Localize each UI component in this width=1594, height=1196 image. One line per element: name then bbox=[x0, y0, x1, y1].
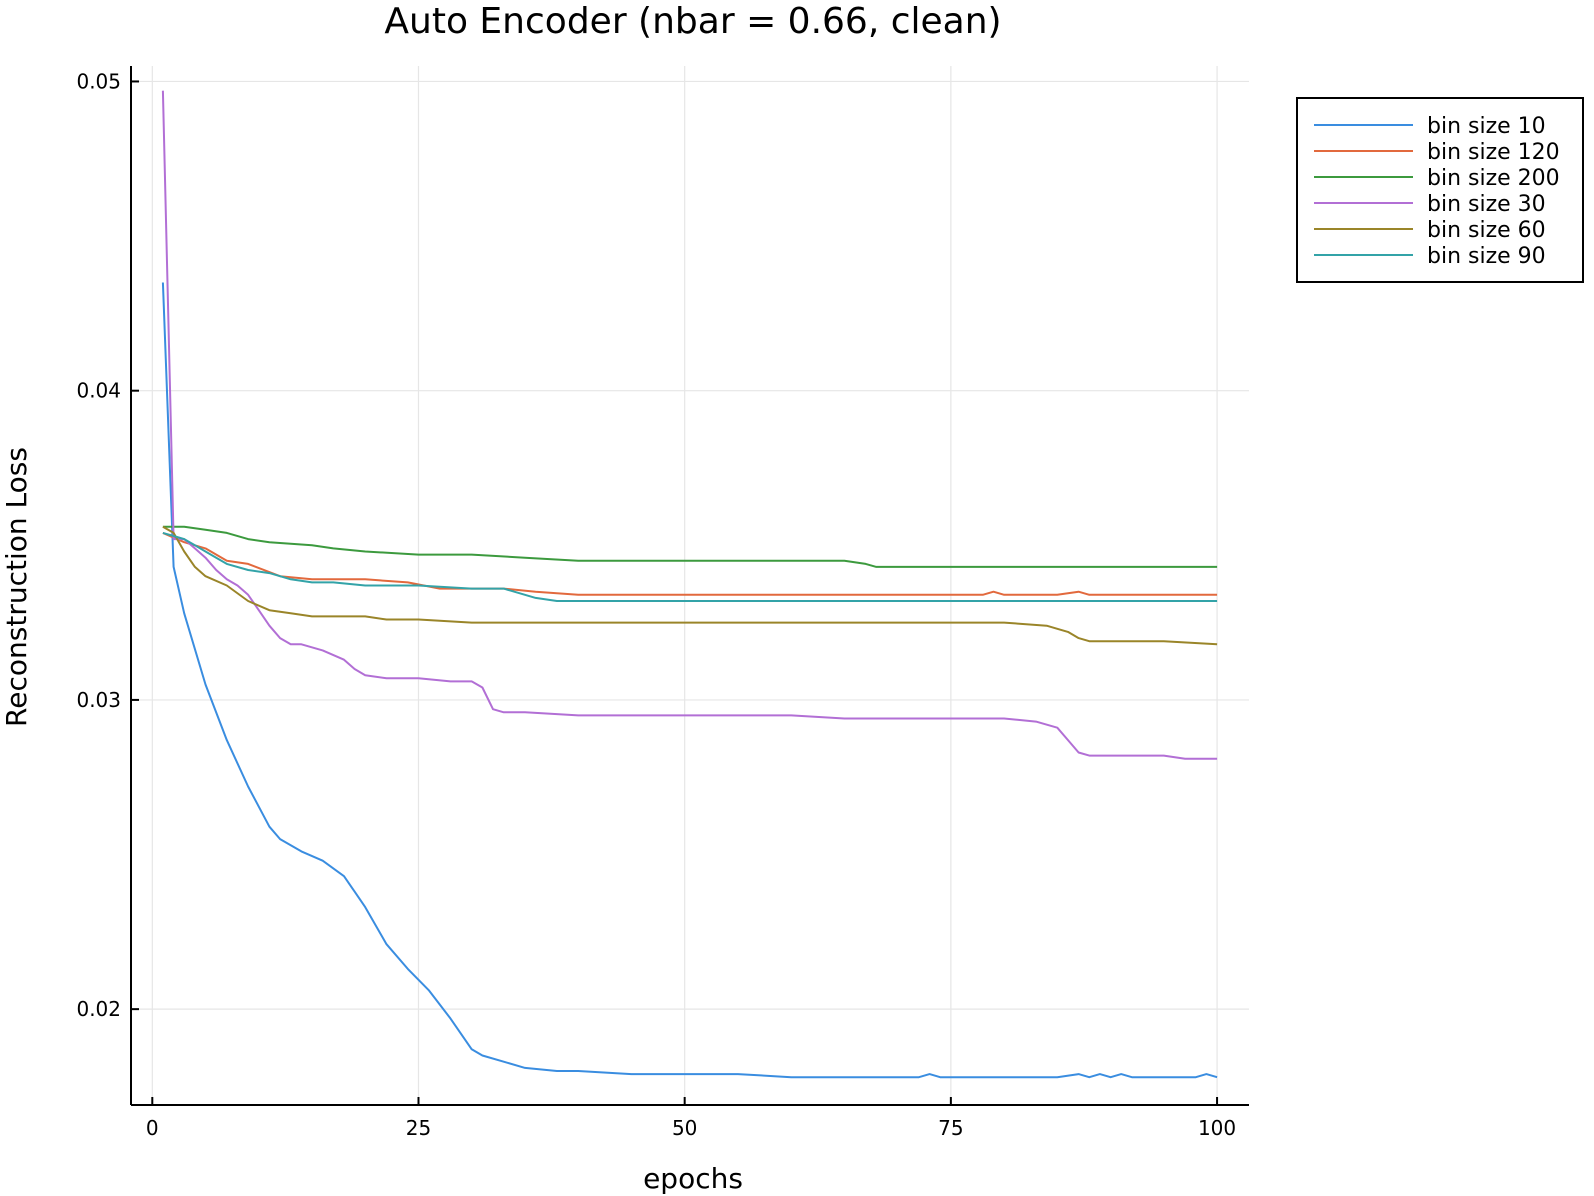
y-tick-label: 0.02 bbox=[76, 997, 121, 1021]
legend-entry-label: bin size 10 bbox=[1427, 114, 1546, 139]
series-line-bin-size-90 bbox=[162, 531, 1218, 602]
series-line-bin-size-10 bbox=[161, 282, 1218, 1079]
series-line-bin-size-200 bbox=[162, 525, 1218, 568]
y-tick-label: 0.05 bbox=[76, 69, 121, 93]
legend-box bbox=[1296, 97, 1584, 283]
axes bbox=[130, 66, 1249, 1106]
x-tick-label: 75 bbox=[938, 1116, 963, 1140]
series-group bbox=[161, 90, 1218, 1079]
legend-entry-label: bin size 200 bbox=[1427, 166, 1560, 191]
grid bbox=[131, 66, 1249, 1105]
x-tick-label: 50 bbox=[672, 1116, 697, 1140]
legend-entry-label: bin size 60 bbox=[1427, 218, 1546, 243]
series-line-bin-size-30 bbox=[161, 90, 1218, 760]
y-axis-label: Reconstruction Loss bbox=[0, 447, 33, 727]
legend-entry-label: bin size 120 bbox=[1427, 140, 1560, 165]
series-line-bin-size-60 bbox=[162, 525, 1218, 646]
x-axis-label: epochs bbox=[643, 1162, 743, 1195]
legend-entry-label: bin size 30 bbox=[1427, 192, 1546, 217]
x-tick-label: 25 bbox=[406, 1116, 431, 1140]
x-tick-label: 0 bbox=[146, 1116, 159, 1140]
series-line-bin-size-120 bbox=[162, 531, 1218, 596]
tick-labels: 0 25 50 75 100 0.02 0.03 0.04 0.05 bbox=[76, 69, 1236, 1140]
y-tick-label: 0.03 bbox=[76, 688, 121, 712]
chart-title: Auto Encoder (nbar = 0.66, clean) bbox=[384, 1, 1001, 42]
x-tick-label: 100 bbox=[1198, 1116, 1236, 1140]
y-tick-label: 0.04 bbox=[76, 379, 121, 403]
legend-entry-label: bin size 90 bbox=[1427, 244, 1546, 269]
